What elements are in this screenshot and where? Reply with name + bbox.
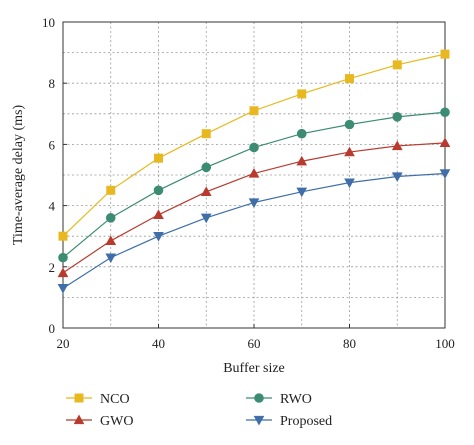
data-point bbox=[391, 172, 403, 182]
data-point bbox=[58, 231, 68, 241]
data-point bbox=[248, 198, 260, 208]
data-point bbox=[201, 129, 211, 139]
x-axis-title: Buffer size bbox=[223, 361, 285, 376]
data-point bbox=[296, 155, 308, 166]
data-point bbox=[201, 162, 212, 173]
legend-item-nco: NCO bbox=[66, 392, 130, 407]
data-point bbox=[248, 168, 260, 178]
legend-label: RWO bbox=[280, 392, 312, 407]
y-tick-label: 2 bbox=[49, 260, 56, 275]
data-point bbox=[200, 213, 212, 224]
legend-marker bbox=[74, 393, 84, 403]
data-point bbox=[439, 169, 451, 179]
y-tick-label: 0 bbox=[49, 321, 56, 336]
series-gwo bbox=[57, 137, 451, 278]
data-point bbox=[153, 185, 164, 196]
y-tick-label: 4 bbox=[49, 199, 56, 214]
x-tick-label: 20 bbox=[57, 336, 70, 351]
data-point bbox=[392, 112, 403, 122]
data-point bbox=[153, 209, 164, 219]
y-axis-ticks: 0 2 4 6 8 10 bbox=[42, 15, 67, 336]
data-point bbox=[58, 252, 68, 263]
legend-marker bbox=[254, 393, 264, 403]
data-point bbox=[200, 186, 212, 196]
series-nco bbox=[58, 49, 450, 241]
series-lines bbox=[57, 49, 451, 294]
legend-label: NCO bbox=[100, 392, 130, 407]
data-point bbox=[440, 107, 450, 118]
legend-marker bbox=[73, 414, 85, 425]
data-point bbox=[249, 142, 259, 153]
data-point bbox=[344, 178, 355, 189]
x-tick-label: 80 bbox=[343, 336, 356, 351]
data-point bbox=[439, 137, 451, 148]
y-tick-label: 6 bbox=[49, 137, 56, 152]
data-point bbox=[153, 232, 164, 242]
data-point bbox=[297, 89, 307, 99]
data-point bbox=[344, 146, 355, 157]
legend-label: GWO bbox=[100, 414, 133, 429]
x-tick-label: 100 bbox=[435, 336, 455, 351]
y-axis-title: Time-average delay (ms) bbox=[11, 105, 26, 246]
data-point bbox=[296, 128, 307, 139]
data-point bbox=[344, 119, 355, 130]
data-point bbox=[57, 267, 69, 278]
legend-marker bbox=[253, 415, 265, 426]
data-point bbox=[440, 49, 450, 59]
series-proposed bbox=[57, 169, 451, 294]
data-point bbox=[105, 213, 116, 223]
data-point bbox=[392, 60, 402, 70]
legend-item-proposed: Proposed bbox=[246, 414, 332, 429]
data-point bbox=[296, 187, 308, 198]
x-tick-label: 60 bbox=[248, 336, 261, 351]
data-point bbox=[105, 235, 117, 245]
data-point bbox=[344, 74, 354, 84]
data-point bbox=[106, 185, 116, 195]
x-axis-ticks: 20 40 60 80 100 bbox=[57, 324, 455, 351]
legend-item-gwo: GWO bbox=[66, 414, 133, 429]
data-point bbox=[249, 106, 259, 116]
data-point bbox=[154, 153, 164, 163]
data-point bbox=[391, 140, 403, 151]
x-tick-label: 40 bbox=[152, 336, 165, 351]
y-tick-label: 10 bbox=[42, 15, 55, 30]
series-rwo bbox=[58, 107, 450, 263]
legend-label: Proposed bbox=[280, 414, 332, 429]
legend: NCO RWO GWO Proposed bbox=[66, 392, 332, 429]
data-point bbox=[57, 284, 69, 294]
y-tick-label: 8 bbox=[49, 76, 56, 91]
legend-item-rwo: RWO bbox=[246, 392, 312, 407]
data-point bbox=[105, 253, 117, 264]
